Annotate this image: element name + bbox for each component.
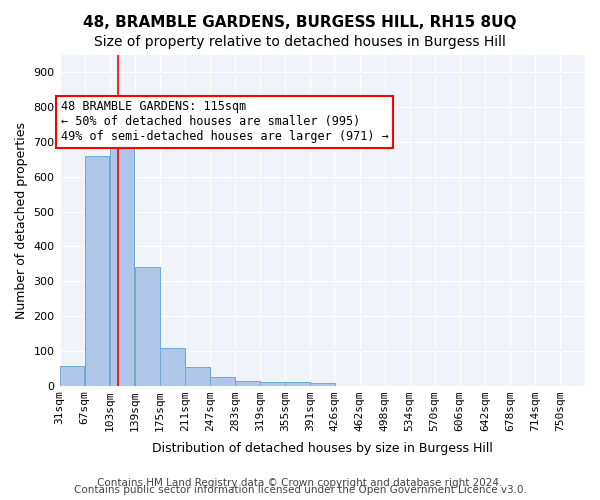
Text: Contains public sector information licensed under the Open Government Licence v3: Contains public sector information licen… [74, 485, 526, 495]
Text: 48, BRAMBLE GARDENS, BURGESS HILL, RH15 8UQ: 48, BRAMBLE GARDENS, BURGESS HILL, RH15 … [83, 15, 517, 30]
Bar [160, 348, 185, 386]
Bar [60, 366, 85, 386]
Bar [210, 377, 235, 386]
Bar [260, 382, 285, 386]
Text: Contains HM Land Registry data © Crown copyright and database right 2024.: Contains HM Land Registry data © Crown c… [97, 478, 503, 488]
Text: Size of property relative to detached houses in Burgess Hill: Size of property relative to detached ho… [94, 35, 506, 49]
Bar [185, 367, 209, 386]
Bar [135, 267, 160, 386]
Bar [235, 380, 260, 386]
Bar [85, 156, 109, 386]
Bar [110, 124, 134, 386]
X-axis label: Distribution of detached houses by size in Burgess Hill: Distribution of detached houses by size … [152, 442, 493, 455]
Bar [285, 382, 310, 386]
Y-axis label: Number of detached properties: Number of detached properties [15, 122, 28, 319]
Bar [310, 382, 335, 386]
Text: 48 BRAMBLE GARDENS: 115sqm
← 50% of detached houses are smaller (995)
49% of sem: 48 BRAMBLE GARDENS: 115sqm ← 50% of deta… [61, 100, 389, 143]
